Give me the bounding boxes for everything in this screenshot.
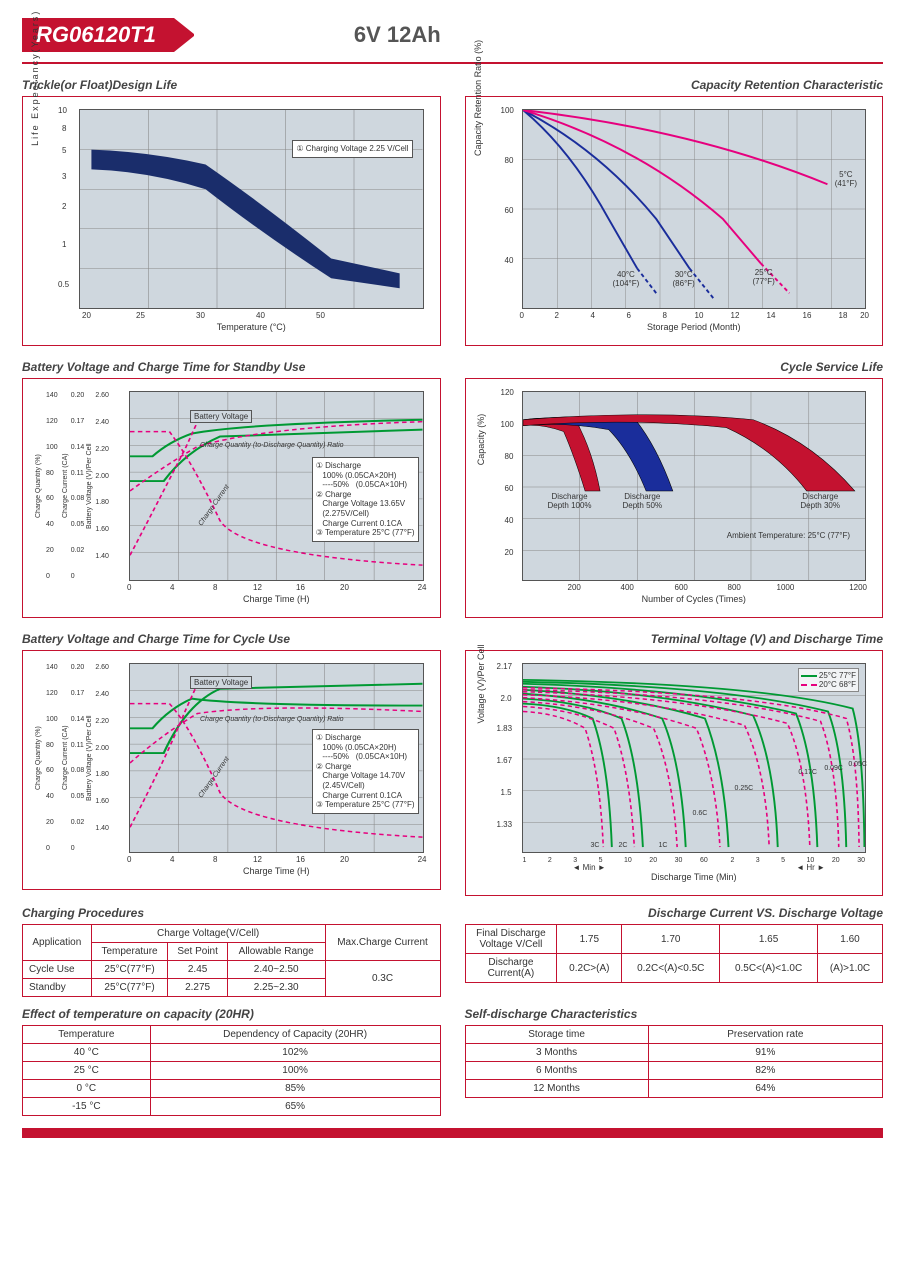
divider [22,62,883,64]
ylabel-cycle: Capacity (%) [476,414,486,466]
title-selfdis: Self-discharge Characteristics [465,1007,884,1021]
table-dcdv: Discharge Current VS. Discharge Voltage … [465,906,884,997]
xlabel-cycleuse: Charge Time (H) [130,866,423,876]
label-bv: Battery Voltage [190,410,252,423]
model-number: RG06120T1 [22,18,174,52]
header: RG06120T1 6V 12Ah [22,18,883,52]
xlabel-cycle: Number of Cycles (Times) [523,594,866,604]
ambient: Ambient Temperature: 25°C (77°F) [727,531,850,540]
title-cycleuse: Battery Voltage and Charge Time for Cycl… [22,632,441,646]
ylabel-terminal: Voltage (V)/Per Cell [476,644,486,723]
title-retention: Capacity Retention Characteristic [465,78,884,92]
table-temp-cap: Effect of temperature on capacity (20HR)… [22,1007,441,1116]
footer-bar [22,1128,883,1138]
title-dcdv: Discharge Current VS. Discharge Voltage [465,906,884,920]
title-standby: Battery Voltage and Charge Time for Stan… [22,360,441,374]
note-standby: ① Discharge 100% (0.05CA×20H) ----50% (0… [312,457,419,542]
chart-retention: Capacity Retention Characteristic [465,78,884,346]
title-terminal: Terminal Voltage (V) and Discharge Time [465,632,884,646]
chart-cycle-life: Cycle Service Life [465,360,884,618]
label-cq: Charge Quantity (to-Discharge Quantity) … [200,442,344,449]
chart-terminal: Terminal Voltage (V) and Discharge Time [465,632,884,896]
xlabel-standby: Charge Time (H) [130,594,423,604]
label-bv2: Battery Voltage [190,676,252,689]
xlabel-trickle: Temperature (°C) [80,322,423,332]
xlabel-terminal: Discharge Time (Min) [523,872,866,882]
table-charging: Charging Procedures Application Charge V… [22,906,441,997]
chart-standby: Battery Voltage and Charge Time for Stan… [22,360,441,618]
chart-trickle: Trickle(or Float)Design Life ① Charging [22,78,441,346]
title-cyclelife: Cycle Service Life [465,360,884,374]
table-self-dis: Self-discharge Characteristics Storage t… [465,1007,884,1116]
title-charging: Charging Procedures [22,906,441,920]
title-trickle: Trickle(or Float)Design Life [22,78,441,92]
title-tempcap: Effect of temperature on capacity (20HR) [22,1007,441,1021]
chart-cycle-use: Battery Voltage and Charge Time for Cycl… [22,632,441,896]
ylabel-retention: Capacity Retention Ratio (%) [473,40,483,156]
note-cycleuse: ① Discharge 100% (0.05CA×20H) ----50% (0… [312,729,419,814]
label-cq2: Charge Quantity (to-Discharge Quantity) … [200,716,344,723]
spec-text: 6V 12Ah [354,22,441,48]
ylabel-trickle: Life Expectancy(Years) [30,10,40,146]
note-trickle: ① Charging Voltage 2.25 V/Cell [292,140,412,158]
xlabel-retention: Storage Period (Month) [523,322,866,332]
